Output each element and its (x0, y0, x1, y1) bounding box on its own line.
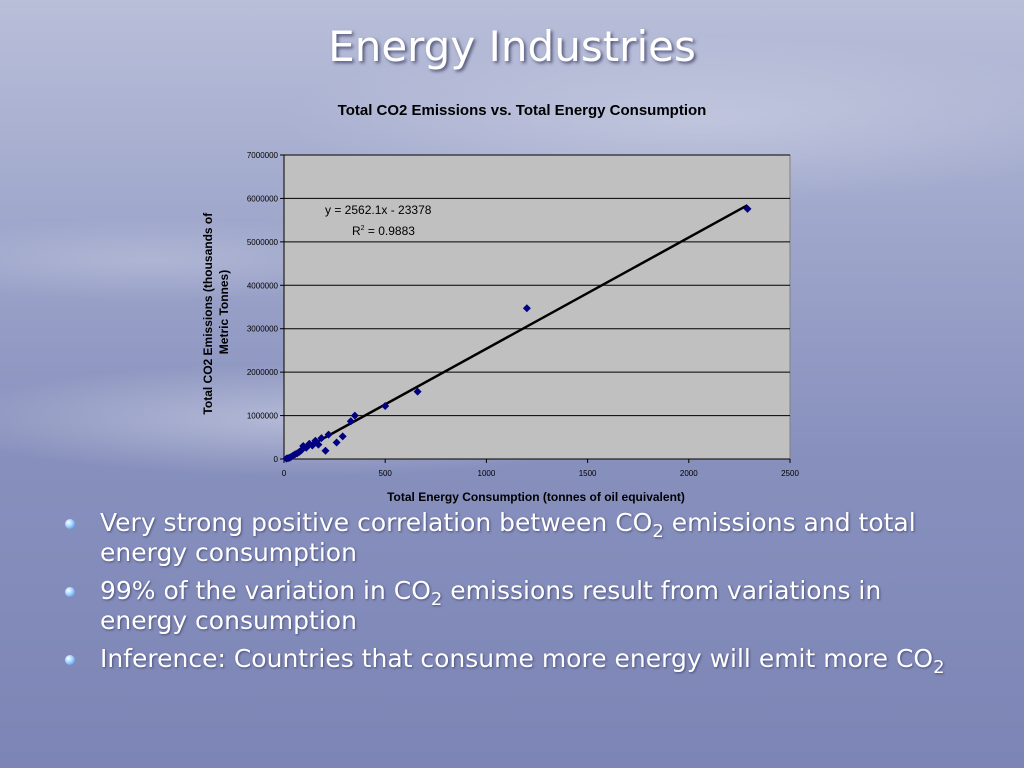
x-tick-label: 1500 (579, 469, 597, 478)
bullet-text: Inference: Countries that consume more e… (100, 644, 934, 673)
x-tick-label: 2000 (680, 469, 698, 478)
data-point (282, 454, 291, 463)
trendline (285, 204, 749, 460)
y-tick-label: 2000000 (247, 368, 279, 377)
scatter-chart: Total CO2 Emissions vs. Total Energy Con… (201, 102, 799, 504)
bullet-icon (65, 655, 75, 665)
subscript-text: 2 (430, 589, 443, 610)
data-points (282, 204, 752, 463)
y-tick-label: 0 (274, 455, 279, 464)
plot-area (283, 154, 791, 460)
bullet-text: emissions result from variations in ener… (100, 576, 882, 635)
bullet-text: 99% of the variation in CO (100, 576, 431, 605)
x-tick-label: 0 (282, 469, 287, 478)
bullet-text: emissions and total energy consumption (100, 508, 916, 567)
bullet-icon (65, 587, 75, 597)
data-point (324, 430, 333, 439)
data-point (381, 402, 390, 411)
data-point (317, 434, 326, 443)
chart-title: Total CO2 Emissions vs. Total Energy Con… (338, 102, 707, 119)
slide-title: Energy Industries (328, 22, 696, 71)
bullet-text: Very strong positive correlation between… (100, 508, 653, 537)
data-point (321, 446, 330, 455)
r-squared-label: R2 = 0.9883 (352, 224, 415, 238)
axes (283, 155, 790, 460)
y-tick-label: 7000000 (247, 151, 279, 160)
data-point (743, 204, 752, 213)
data-point (338, 432, 347, 441)
x-tick-label: 1000 (478, 469, 496, 478)
grid-lines (284, 154, 790, 417)
data-point (350, 411, 359, 420)
subscript-text: 2 (652, 521, 664, 542)
y-tick-label: 3000000 (247, 325, 279, 334)
subscript-text: 2 (933, 657, 945, 678)
y-tick-label: 5000000 (247, 238, 279, 247)
y-axis-label: Total CO2 Emissions (thousands of Metric… (201, 209, 231, 414)
x-tick-label: 500 (379, 469, 393, 478)
x-axis-label: Total Energy Consumption (tonnes of oil … (387, 490, 685, 504)
bullet-list: Very strong positive correlation between… (62, 508, 962, 682)
bullet-item: 99% of the variation in CO2 emissions re… (62, 576, 962, 636)
bullet-item: Very strong positive correlation between… (62, 508, 962, 568)
data-point (522, 304, 531, 313)
bullet-icon (65, 519, 75, 529)
bullet-item: Inference: Countries that consume more e… (62, 644, 962, 677)
x-tick-label: 2500 (781, 469, 799, 478)
data-point (332, 438, 341, 447)
y-tick-label: 1000000 (247, 412, 279, 421)
data-point (346, 417, 355, 426)
y-axis-ticks: 0 1000000 2000000 3000000 4000000 5000000 6000… (247, 151, 284, 464)
trendline-equation: y = 2562.1x - 23378 (325, 203, 432, 217)
data-point (413, 387, 422, 396)
y-tick-label: 6000000 (247, 194, 279, 203)
x-axis-ticks: 0 500 1000 1500 2000 2500 (282, 459, 799, 478)
y-tick-label: 4000000 (247, 281, 279, 290)
